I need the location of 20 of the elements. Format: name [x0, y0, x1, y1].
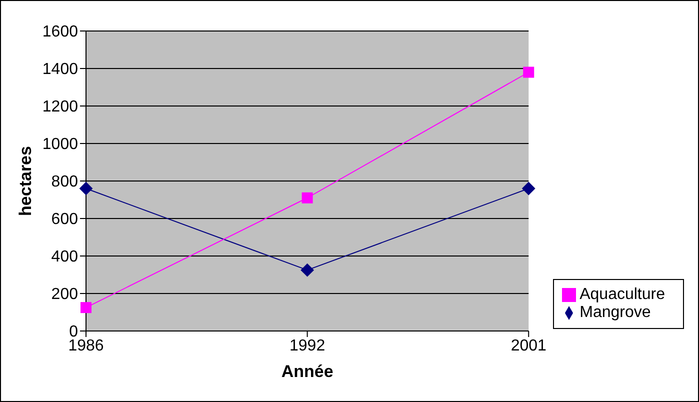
point: [80, 182, 92, 195]
point: [80, 302, 92, 314]
point: [302, 192, 313, 204]
legend-label: Aquaculture: [580, 286, 665, 303]
y-tick-label: 1200: [42, 98, 78, 116]
y-tick-label: 600: [51, 211, 78, 228]
y-tick-label: 1600: [42, 24, 78, 41]
y-axis-title: hectares: [16, 146, 36, 216]
point: [300, 264, 314, 277]
x-axis-title: Année: [281, 362, 334, 381]
y-tick-label: 1000: [42, 136, 78, 154]
legend-label: Mangrove: [580, 304, 651, 321]
y-tick-label: 400: [51, 248, 78, 266]
x-tick-label: 2001: [510, 337, 547, 354]
point: [523, 66, 534, 78]
x-tick-label: 1992: [290, 337, 326, 354]
point: [522, 182, 536, 195]
y-tick-label: 1400: [42, 61, 78, 78]
y-tick-label: 800: [51, 174, 78, 191]
y-tick-label: 200: [51, 286, 78, 304]
